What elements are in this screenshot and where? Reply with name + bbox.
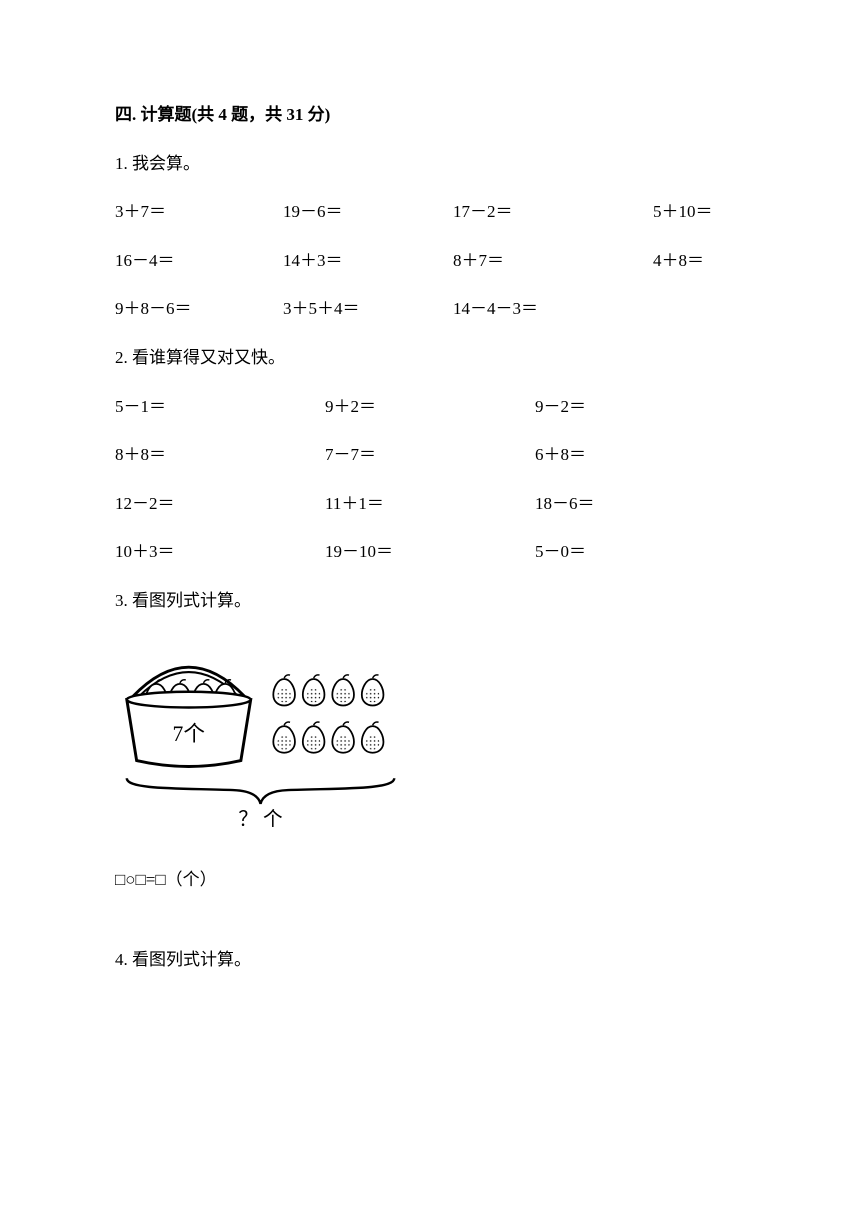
calc-cell: 19－10＝ (325, 537, 535, 568)
equation-blank: □○□=□（个） (115, 865, 745, 896)
p1-row-0: 3＋7＝ 19－6＝ 17－2＝ 5＋10＝ (115, 197, 745, 228)
question-count-label: ？ 个 (238, 808, 283, 830)
calc-cell: 19－6＝ (283, 197, 453, 228)
problem-3: 3. 看图列式计算。 (115, 586, 745, 617)
basket-count-label: 7个 (173, 721, 205, 745)
calc-cell: 18－6＝ (535, 489, 595, 520)
basket-figure: 7个 ？ 个 (115, 642, 410, 830)
calc-cell: 4＋8＝ (653, 246, 704, 277)
section-title: 四. 计算题(共 4 题，共 31 分) (115, 100, 745, 131)
calc-cell: 11＋1＝ (325, 489, 535, 520)
calc-cell: 3＋5＋4＝ (283, 294, 453, 325)
problem-4: 4. 看图列式计算。 (115, 945, 745, 976)
calc-cell: 14＋3＝ (283, 246, 453, 277)
calc-cell: 8＋8＝ (115, 440, 325, 471)
calc-cell: 5－0＝ (535, 537, 586, 568)
p2-row-3: 10＋3＝ 19－10＝ 5－0＝ (115, 537, 745, 568)
p2-row-1: 8＋8＝ 7－7＝ 6＋8＝ (115, 440, 745, 471)
problem-1: 1. 我会算。 (115, 149, 745, 180)
p1-row-2: 9＋8－6＝ 3＋5＋4＝ 14－4－3＝ (115, 294, 745, 325)
calc-cell: 8＋7＝ (453, 246, 653, 277)
calc-cell: 3＋7＝ (115, 197, 283, 228)
calc-cell: 9＋2＝ (325, 392, 535, 423)
calc-cell: 9－2＝ (535, 392, 586, 423)
calc-cell: 9＋8－6＝ (115, 294, 283, 325)
p2-row-0: 5－1＝ 9＋2＝ 9－2＝ (115, 392, 745, 423)
calc-cell: 7－7＝ (325, 440, 535, 471)
problem-4-label: 4. 看图列式计算。 (115, 950, 251, 969)
calc-cell: 10＋3＝ (115, 537, 325, 568)
calc-cell: 12－2＝ (115, 489, 325, 520)
p1-row-1: 16－4＝ 14＋3＝ 8＋7＝ 4＋8＝ (115, 246, 745, 277)
calc-cell: 5＋10＝ (653, 197, 713, 228)
calc-cell: 5－1＝ (115, 392, 325, 423)
problem-2: 2. 看谁算得又对又快。 (115, 343, 745, 374)
calc-cell: 16－4＝ (115, 246, 283, 277)
basket-svg: 7个 ？ 个 (115, 642, 410, 830)
problem-3-label: 3. 看图列式计算。 (115, 591, 251, 610)
calc-cell: 6＋8＝ (535, 440, 586, 471)
calc-cell: 14－4－3＝ (453, 294, 653, 325)
problem-1-label: 1. 我会算。 (115, 154, 200, 173)
calc-cell: 17－2＝ (453, 197, 653, 228)
problem-2-label: 2. 看谁算得又对又快。 (115, 348, 285, 367)
p2-row-2: 12－2＝ 11＋1＝ 18－6＝ (115, 489, 745, 520)
